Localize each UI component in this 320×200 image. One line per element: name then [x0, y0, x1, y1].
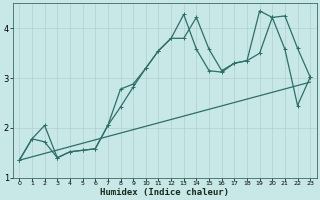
- X-axis label: Humidex (Indice chaleur): Humidex (Indice chaleur): [100, 188, 229, 197]
